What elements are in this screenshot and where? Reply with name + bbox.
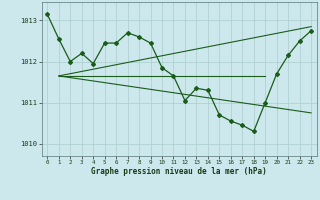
X-axis label: Graphe pression niveau de la mer (hPa): Graphe pression niveau de la mer (hPa)	[91, 167, 267, 176]
